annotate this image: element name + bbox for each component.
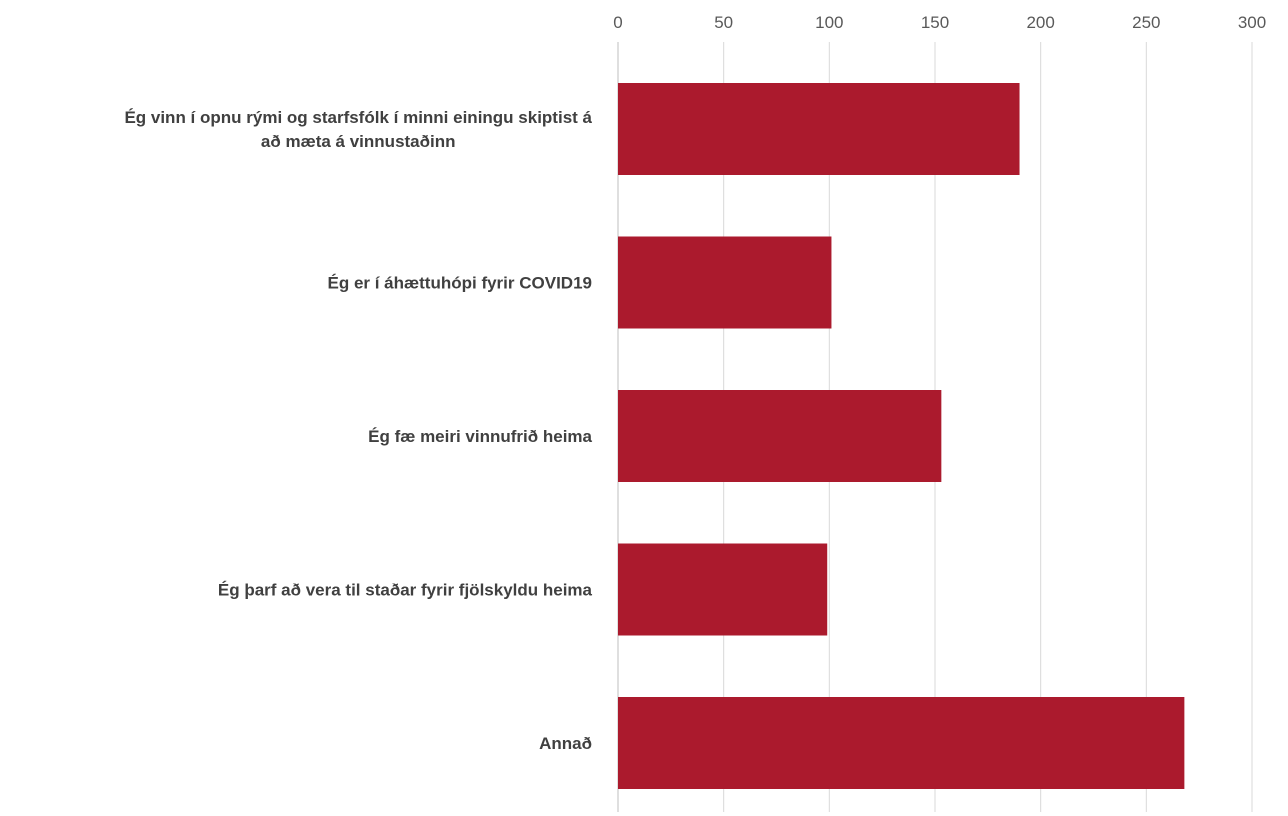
category-label: Annað	[539, 734, 592, 753]
category-label: Ég fæ meiri vinnufrið heima	[368, 427, 592, 446]
bars	[618, 83, 1185, 789]
category-label-line: Annað	[539, 734, 592, 753]
bar	[618, 83, 1020, 175]
bar	[618, 543, 828, 636]
category-label: Ég þarf að vera til staðar fyrir fjölsky…	[218, 581, 593, 600]
x-tick-label: 250	[1132, 13, 1160, 32]
category-label-line: Ég fæ meiri vinnufrið heima	[368, 427, 592, 446]
category-labels: Ég vinn í opnu rými og starfsfólk í minn…	[124, 108, 592, 753]
x-tick-label: 50	[714, 13, 733, 32]
x-tick-label: 100	[815, 13, 843, 32]
x-tick-label: 300	[1238, 13, 1266, 32]
bar	[618, 390, 942, 482]
category-label-line: Ég þarf að vera til staðar fyrir fjölsky…	[218, 581, 593, 600]
x-tick-label: 200	[1026, 13, 1054, 32]
category-label-line: Ég vinn í opnu rými og starfsfólk í minn…	[124, 108, 592, 127]
bar	[618, 236, 832, 329]
category-label: Ég er í áhættuhópi fyrir COVID19	[328, 274, 593, 293]
category-label-line: að mæta á vinnustaðinn	[261, 132, 456, 151]
category-label-line: Ég er í áhættuhópi fyrir COVID19	[328, 274, 593, 293]
bar	[618, 697, 1185, 789]
category-label: Ég vinn í opnu rými og starfsfólk í minn…	[124, 108, 592, 151]
x-tick-label: 150	[921, 13, 949, 32]
x-tick-label: 0	[613, 13, 622, 32]
x-axis-ticks: 0 50 100 150 200 250 300	[613, 13, 1266, 32]
